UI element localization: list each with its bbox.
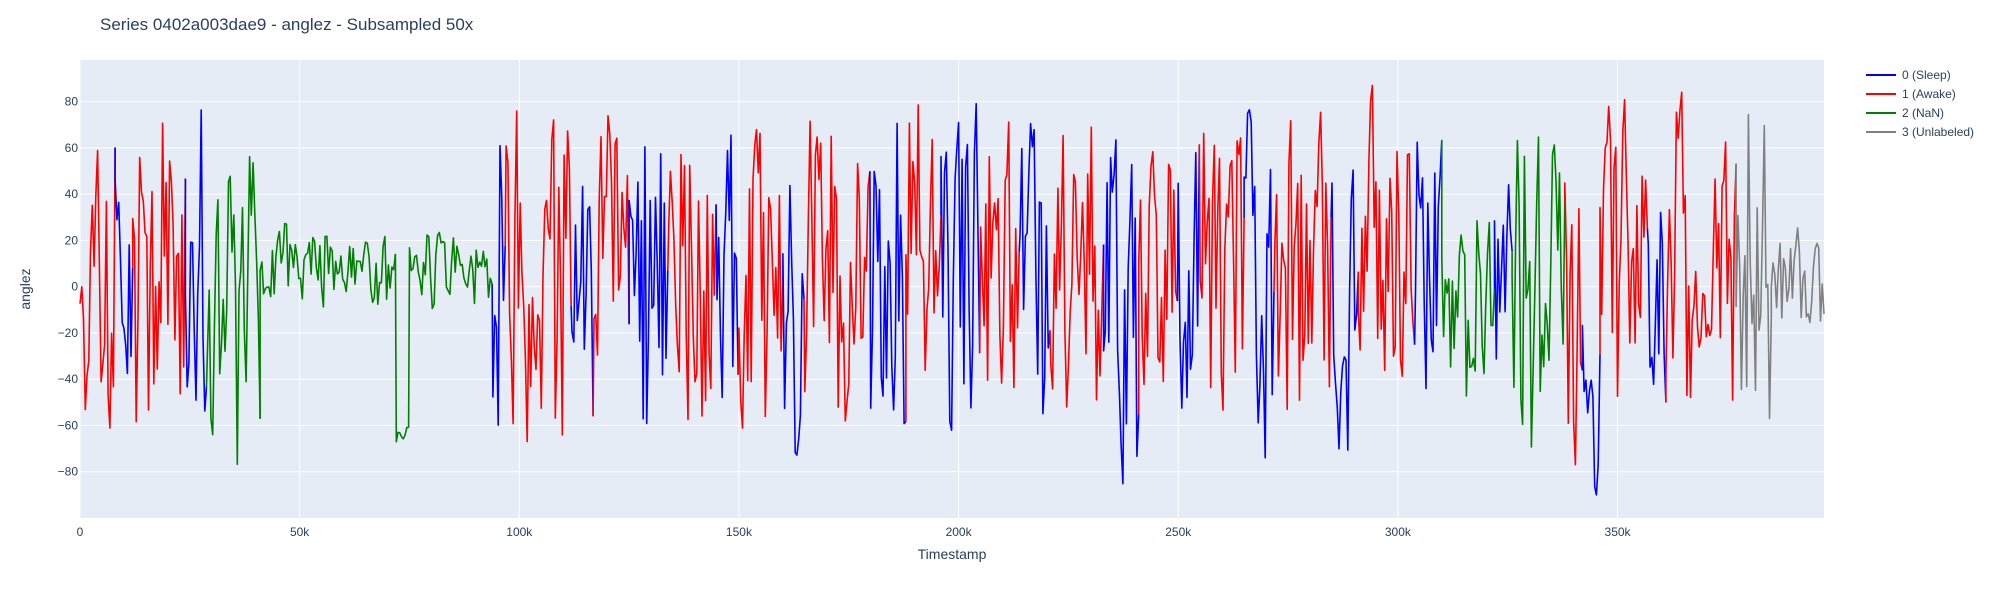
x-tick-label: 100k (506, 525, 533, 539)
y-tick-label: −60 (58, 418, 79, 432)
trace-segment-2-nan (394, 253, 409, 443)
trace-segment-1-awake (79, 147, 116, 429)
x-tick-label: 250k (1165, 525, 1192, 539)
x-axis-title: Timestamp (918, 546, 987, 562)
legend-label: 2 (NaN) (1902, 106, 1944, 120)
trace-segment-2-nan (259, 222, 397, 419)
x-tick-label: 50k (290, 525, 310, 539)
trace-segment-0-sleep (1243, 109, 1275, 459)
trace-segment-2-nan (1441, 139, 1496, 397)
trace-segment-0-sleep (1018, 122, 1051, 415)
trace-segment-0-sleep (570, 185, 594, 417)
trace-segment-1-awake (504, 110, 572, 443)
trace-segment-0-sleep (1413, 139, 1443, 390)
legend-item[interactable]: 1 (Awake) (1866, 87, 1956, 101)
trace-segment-1-awake (978, 121, 1020, 389)
trace-segment-3-unlabeled (1735, 113, 1773, 420)
y-tick-label: 40 (65, 187, 79, 201)
trace-segment-0-sleep (940, 102, 981, 431)
trace-segment-1-awake (1599, 98, 1649, 398)
trace-segment-1-awake (1049, 126, 1105, 408)
y-tick-label: 60 (65, 141, 79, 155)
legend-item[interactable]: 3 (Unlabeled) (1866, 125, 1974, 139)
trace-segment-1-awake (737, 128, 784, 429)
trace-segment-1-awake (131, 122, 187, 423)
trace-segment-0-sleep (869, 122, 907, 425)
y-tick-label: −40 (58, 372, 79, 386)
trace-segment-2-nan (205, 155, 261, 466)
plot-area (80, 60, 1824, 518)
trace-segment-2-nan (1511, 136, 1566, 448)
legend-label: 0 (Sleep) (1902, 68, 1951, 82)
y-axis-title: anglez (17, 268, 33, 309)
trace-segment-0-sleep (1102, 139, 1140, 485)
trace-segment-1-awake (803, 120, 871, 422)
trace-segment-1-awake (1357, 84, 1416, 377)
trace-segment-1-awake (592, 115, 630, 417)
trace-segment-1-awake (1564, 182, 1584, 466)
x-tick-label: 0 (77, 525, 84, 539)
data-traces (79, 84, 1825, 496)
y-tick-label: 20 (65, 233, 79, 247)
gridlines (79, 60, 1824, 518)
legend-item[interactable]: 0 (Sleep) (1866, 68, 1951, 82)
y-axis-ticks: −80 −60 −40 −20 0 20 40 60 80 (58, 95, 79, 479)
legend-label: 1 (Awake) (1902, 87, 1956, 101)
y-tick-label: −80 (58, 465, 79, 479)
trace-segment-0-sleep (715, 134, 739, 399)
trace-segment-1-awake (1198, 132, 1245, 411)
x-tick-label: 300k (1385, 525, 1412, 539)
trace-segment-0-sleep (782, 184, 805, 456)
trace-segment-1-awake (667, 153, 717, 421)
trace-segment-0-sleep (184, 109, 208, 412)
y-tick-label: 0 (71, 280, 78, 294)
trace-segment-1-awake (1665, 91, 1737, 403)
trace-segment-0-sleep (628, 146, 669, 425)
trace-segment-1-awake (1137, 151, 1179, 415)
x-tick-label: 200k (946, 525, 973, 539)
trace-segment-0-sleep (1646, 211, 1667, 403)
trace-segment-0-sleep (114, 147, 134, 375)
trace-segment-0-sleep (1330, 169, 1360, 451)
x-tick-label: 150k (726, 525, 753, 539)
trace-segment-0-sleep (1176, 144, 1201, 409)
trace-segment-0-sleep (1581, 324, 1601, 496)
trace-segment-2-nan (407, 231, 493, 428)
x-tick-label: 350k (1605, 525, 1632, 539)
trace-segment-1-awake (1273, 111, 1332, 411)
legend-label: 3 (Unlabeled) (1902, 125, 1974, 139)
chart-title: Series 0402a003dae9 - anglez - Subsample… (100, 15, 474, 34)
trace-segment-0-sleep (491, 144, 506, 426)
legend-item[interactable]: 2 (NaN) (1866, 106, 1944, 120)
trace-segment-1-awake (905, 104, 942, 422)
trace-segment-3-unlabeled (1770, 227, 1825, 324)
trace-segment-0-sleep (1493, 184, 1513, 360)
x-axis-ticks: 0 50k 100k 150k 200k 250k 300k 350k (77, 525, 1632, 539)
legend[interactable]: 0 (Sleep) 1 (Awake) 2 (NaN) 3 (Unlabeled) (1866, 68, 1974, 139)
y-tick-label: −20 (58, 326, 79, 340)
y-tick-label: 80 (65, 95, 79, 109)
